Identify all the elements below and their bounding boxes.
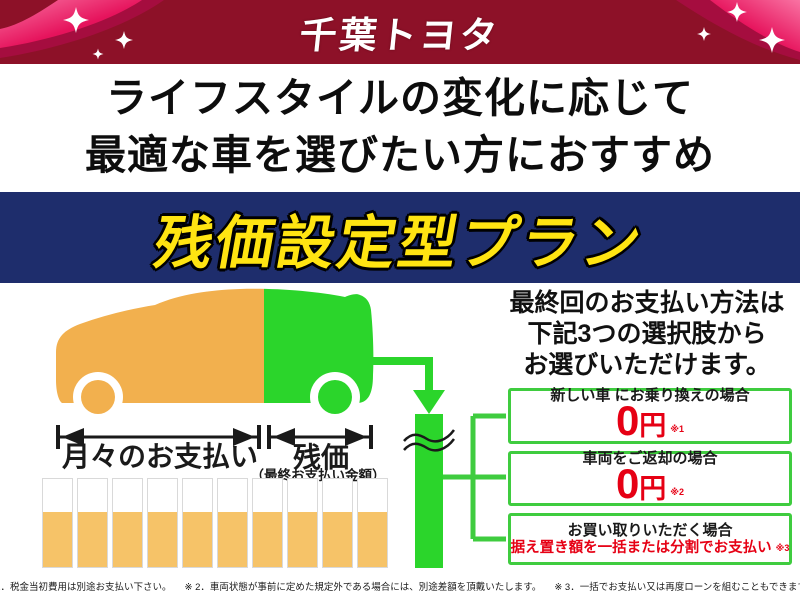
- installment-bar-fill: [78, 512, 107, 567]
- option-note-ref: ※1: [670, 424, 685, 434]
- sparkle-icon: [697, 27, 711, 41]
- ribbon-left-icon: [0, 0, 142, 48]
- headline-band: ライフスタイルの変化に応じて 最適な車を選びたい方におすすめ: [0, 64, 800, 190]
- header-decoration: [0, 0, 800, 60]
- car-illustration: [56, 288, 374, 422]
- installment-bar-fill: [218, 512, 247, 567]
- plan-title: 残価設定型プラン: [149, 210, 649, 276]
- installment-bar-fill: [323, 512, 352, 567]
- plan-banner: 残価設定型プラン: [0, 192, 800, 283]
- installment-bar: [42, 478, 73, 568]
- monthly-range-arrow: [56, 425, 261, 449]
- sparkle-icon: [92, 48, 104, 60]
- option-value-row: 0円 ※2: [615, 459, 685, 508]
- residual-range-arrow: [267, 425, 373, 449]
- installment-bar: [357, 478, 388, 568]
- installment-bar: [112, 478, 143, 568]
- options-heading-line-2: 下記3つの選択肢から: [527, 320, 767, 348]
- plan-diagram: 月々のお支払い 残価 （最終お支払い金額） 最終回のお支払い方法は 下記3つの選…: [0, 283, 800, 572]
- installment-bar-fill: [253, 512, 282, 567]
- option-condition: お買い取りいただく場合: [567, 521, 733, 539]
- monthly-payment-label: 月々のお支払い: [62, 441, 259, 472]
- installment-bar-fill: [183, 512, 212, 567]
- sparkle-icon: [727, 2, 747, 22]
- ribbon-left-shadow: [0, 0, 164, 58]
- option-box-buyout: お買い取りいただく場合 据え置き額を一括または分割でお支払い ※3: [508, 513, 792, 565]
- brand-header: 千葉トヨタ: [0, 0, 800, 64]
- down-arrow-icon: [373, 357, 445, 414]
- option-condition: 新しい車 にお乗り換えの場合: [550, 387, 750, 404]
- wave-break-icon: [403, 429, 456, 452]
- installment-bar: [322, 478, 353, 568]
- residual-label: 残価: [292, 442, 349, 473]
- front-wheel-icon: [81, 380, 115, 414]
- installment-bar: [287, 478, 318, 568]
- option-box-trade-in: 新しい車 にお乗り換えの場合 0円 ※1: [508, 387, 792, 445]
- options-heading: 最終回のお支払い方法は 下記3つの選択肢から お選びいただけます。: [492, 288, 800, 381]
- option-condition: 車両をご返却の場合: [582, 449, 718, 467]
- option-value: 0円: [615, 397, 667, 444]
- footnote-3: ※ 3．一括でお支払い又は再度ローンを組むこともできます。: [554, 582, 800, 593]
- residual-bar: [415, 414, 443, 568]
- option-note-ref: ※2: [670, 486, 685, 497]
- installment-bar: [147, 478, 178, 568]
- option-value: 0円: [615, 459, 667, 507]
- installment-bar-fill: [288, 512, 317, 567]
- sparkle-icon: [115, 31, 133, 49]
- option-note-ref: ※3: [775, 542, 790, 553]
- installment-bar: [182, 478, 213, 568]
- headline-line-1: ライフスタイルの変化に応じて: [106, 75, 694, 121]
- installment-bar-fill: [358, 512, 387, 567]
- options-heading-line-3: お選びいただけます。: [523, 351, 771, 379]
- rear-wheel-icon: [318, 380, 352, 414]
- option-box-return: 車両をご返却の場合 0円 ※2: [508, 449, 792, 508]
- brand-logo: 千葉トヨタ: [297, 15, 502, 56]
- installment-bar-fill: [148, 512, 177, 567]
- headline-line-2: 最適な車を選びたい方におすすめ: [85, 132, 715, 178]
- options-heading-line-1: 最終回のお支払い方法は: [509, 289, 785, 317]
- band-divider: [0, 190, 800, 192]
- option-value-row: 0円 ※1: [615, 397, 685, 445]
- installment-bar-fill: [43, 512, 72, 567]
- sparkle-icon: [759, 27, 785, 53]
- connector-lines: [443, 413, 506, 542]
- installment-bar: [252, 478, 283, 568]
- installment-bar: [217, 478, 248, 568]
- installment-bar: [77, 478, 108, 568]
- installment-bar-fill: [113, 512, 142, 567]
- option-value: 据え置き額を一括または分割でお支払い: [510, 539, 772, 556]
- option-value-row: 据え置き額を一括または分割でお支払い ※3: [511, 540, 790, 557]
- diagram-graphics: [56, 288, 506, 568]
- installment-bars: [42, 478, 388, 568]
- sparkle-icon: [63, 7, 89, 34]
- footnote-1: ※ 1．税金当初費用は別途お支払い下さい。: [0, 582, 172, 593]
- footnote-2: ※ 2．車両状態が事前に定めた規定外である場合には、別途差額を頂戴いたします。: [184, 582, 542, 593]
- sparkle-icons: [63, 2, 785, 60]
- footnotes: ※ 1．税金当初費用は別途お支払い下さい。 ※ 2．車両状態が事前に定めた規定外…: [0, 572, 800, 600]
